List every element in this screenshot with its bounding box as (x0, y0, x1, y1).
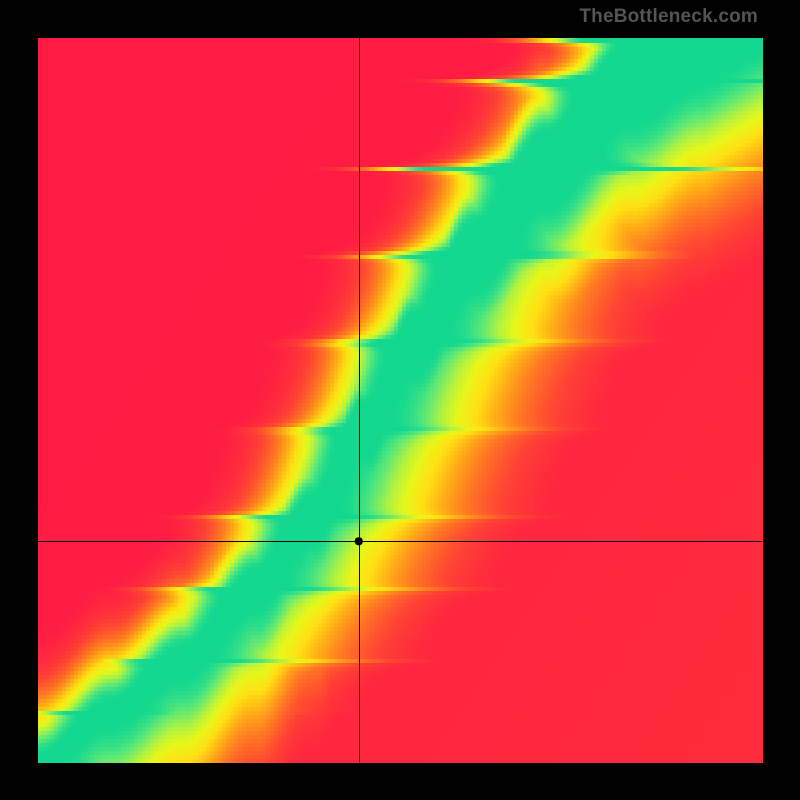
watermark-text: TheBottleneck.com (579, 6, 758, 28)
chart-container: TheBottleneck.com (0, 0, 800, 800)
bottleneck-heatmap (0, 0, 800, 800)
